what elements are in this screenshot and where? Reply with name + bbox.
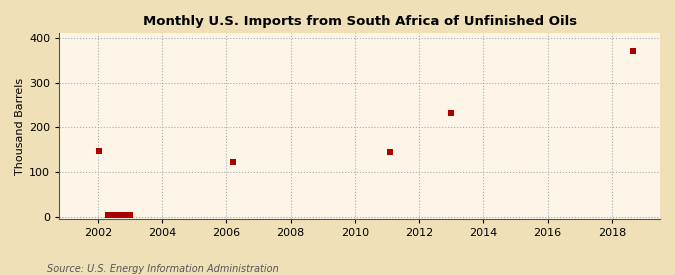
Point — [122, 213, 132, 218]
Point — [446, 111, 456, 115]
Point — [107, 213, 117, 218]
Point — [227, 160, 238, 164]
Point — [117, 213, 128, 218]
Text: Source: U.S. Energy Information Administration: Source: U.S. Energy Information Administ… — [47, 264, 279, 274]
Y-axis label: Thousand Barrels: Thousand Barrels — [15, 78, 25, 175]
Point — [385, 150, 396, 154]
Point — [125, 213, 136, 218]
Point — [112, 213, 123, 218]
Title: Monthly U.S. Imports from South Africa of Unfinished Oils: Monthly U.S. Imports from South Africa o… — [142, 15, 576, 28]
Point — [102, 213, 113, 218]
Point — [94, 148, 105, 153]
Point — [627, 49, 638, 53]
